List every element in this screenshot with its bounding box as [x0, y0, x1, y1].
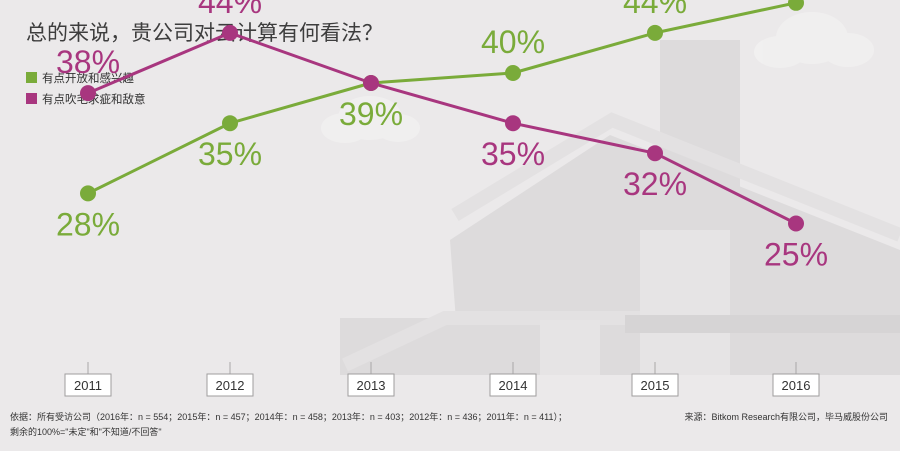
data-labels: 28%35%39%40%44%47%38%44%35%32%25% [56, 0, 828, 273]
x-tick-box [772, 373, 820, 397]
data-label: 44% [198, 0, 262, 20]
data-point [647, 145, 663, 162]
series-line [87, 1, 797, 195]
series-points [80, 0, 804, 232]
data-point [80, 185, 96, 202]
legend: 有点开放和感兴趣 有点吹毛求疵和敌意 [26, 71, 146, 106]
data-point [505, 115, 521, 132]
background-house-illustration [321, 12, 900, 375]
data-label: 44% [623, 0, 687, 20]
legend-swatch-open [26, 72, 37, 83]
house-windows [540, 230, 730, 375]
clouds [321, 12, 874, 143]
data-label: 38% [56, 44, 120, 80]
data-label: 28% [56, 206, 120, 242]
x-tick-box [64, 373, 112, 397]
data-label: 35% [198, 136, 262, 172]
legend-label-critical: 有点吹毛求疵和敌意 [42, 92, 146, 106]
data-point [80, 85, 96, 102]
data-point [647, 24, 663, 41]
x-axis: 2011 2012 2013 2014 2015 2016 [64, 362, 820, 397]
x-tick-box [347, 373, 395, 397]
x-tick-label: 2016 [782, 378, 811, 393]
data-point [505, 65, 521, 81]
data-point [788, 215, 804, 232]
data-label: 40% [481, 24, 545, 60]
x-tick-box [206, 373, 254, 397]
data-point [222, 115, 238, 132]
series-lines [87, 1, 797, 225]
footnote-line-1: 依据：所有受访公司（2016年：n = 554；2015年：n = 457；20… [10, 411, 567, 422]
x-tick-label: 2015 [641, 378, 670, 393]
data-label: 35% [481, 136, 545, 172]
data-label: 32% [623, 166, 687, 202]
x-tick-label: 2011 [74, 378, 102, 393]
data-point [222, 24, 238, 41]
legend-swatch-critical [26, 93, 37, 104]
x-tick-label: 2012 [216, 378, 245, 393]
legend-label-open: 有点开放和感兴趣 [42, 71, 134, 85]
x-tick-box [631, 373, 679, 397]
data-point [363, 75, 379, 91]
source-note: 来源：Bitkom Research有限公司，毕马威股份公司 [684, 411, 888, 422]
data-label: 25% [764, 237, 828, 273]
data-point [788, 0, 804, 11]
x-tick-label: 2013 [357, 378, 386, 393]
x-tick-box [489, 373, 537, 397]
garage-block [625, 315, 900, 333]
chart-title: 总的来说，贵公司对云计算有何看法？ [26, 22, 383, 45]
data-label: 39% [339, 96, 403, 132]
series-line [87, 31, 797, 225]
footnote-line-2: 剩余的100%="未定"和"不知道/不回答" [10, 426, 162, 437]
x-tick-label: 2014 [499, 378, 528, 393]
